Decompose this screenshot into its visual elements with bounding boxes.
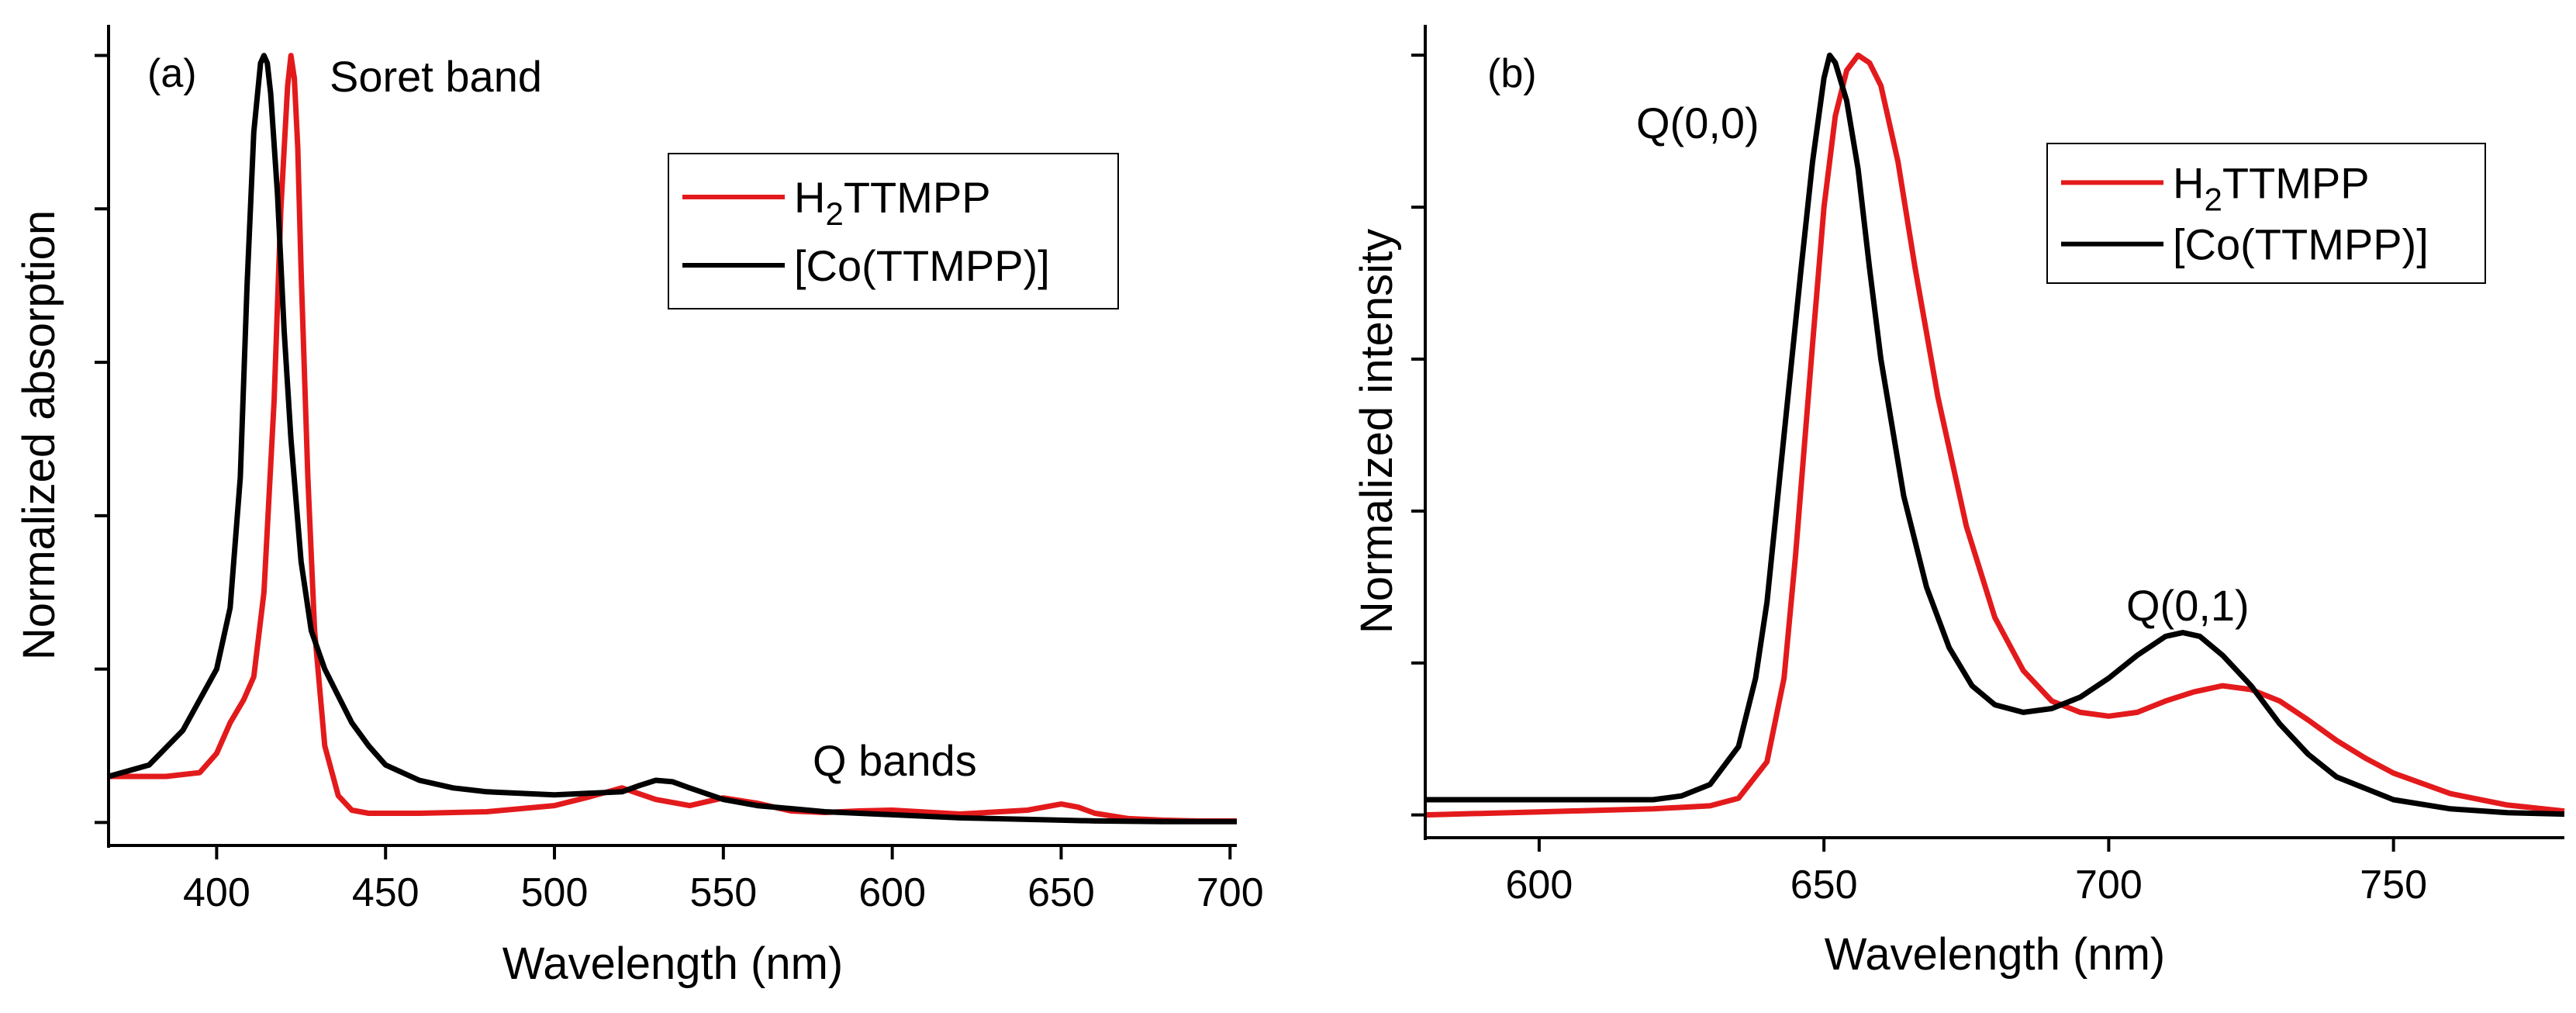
panel-a-x-tick-label-500: 500 (521, 870, 589, 915)
panel-b-emission: 600 650 700 750 (b) Wavelength (nm) Normali… (1352, 25, 2565, 980)
panel-b-x-axis-title: Wavelength (nm) (1825, 929, 2165, 980)
panel-b-x-tick-label-700: 700 (2075, 863, 2143, 908)
panel-a-legend-box (668, 153, 1119, 309)
panel-b-ticks: 600 650 700 750 (1411, 54, 2427, 908)
panel-a-x-tick-label-650: 650 (1027, 870, 1095, 915)
panel-b-label: (b) (1487, 51, 1537, 96)
panel-a-legend-label-co-ttmpp: [Co(TTMPP)] (794, 241, 1050, 290)
panel-a-series (108, 53, 1237, 825)
panel-b-x-tick-label-600: 600 (1506, 863, 1573, 908)
panel-b-legend-box (2046, 143, 2486, 284)
panel-a-legend-label-subscript: 2 (825, 195, 843, 232)
panel-a-legend-label-h2ttmpp: H2TTMPP (794, 173, 991, 232)
panel-b-legend-label-rest: TTMPP (2222, 158, 2370, 207)
panel-a-legend-label-rest: TTMPP (844, 173, 991, 222)
panel-b-legend-label-subscript: 2 (2204, 181, 2222, 217)
panel-a-x-axis-title: Wavelength (nm) (502, 939, 843, 989)
panel-b-series-line-0 (1424, 52, 2565, 818)
panel-b-legend-label-h2ttmpp: H2TTMPP (2173, 158, 2370, 217)
panel-b-x-tick-label-750: 750 (2360, 863, 2427, 908)
panel-a-absorption: 400 450 500 550 600 650 700 (a) Wavelength (nm… (14, 25, 1264, 989)
panel-a-ticks: 400 450 500 550 600 650 700 (95, 54, 1264, 915)
panel-b-y-axis-title: Normalized intensity (1352, 229, 1402, 634)
panel-a-annotation-soret-band: Soret band (330, 52, 542, 101)
panel-b-legend-label-h: H (2173, 158, 2204, 207)
panel-a-x-tick-label-550: 550 (689, 870, 757, 915)
panel-a-y-axis-title: Normalized absorption (14, 210, 64, 660)
panel-b-annotation-q00: Q(0,0) (1636, 99, 1759, 147)
panel-b-legend: H2TTMPP [Co(TTMPP)] (2046, 143, 2486, 284)
panel-a-x-tick-label-400: 400 (183, 870, 250, 915)
panel-a-axes (107, 25, 1237, 848)
panel-a-x-tick-label-450: 450 (352, 870, 420, 915)
panel-a-legend: H2TTMPP [Co(TTMPP)] (668, 153, 1119, 309)
panel-a-legend-label-h: H (794, 173, 825, 222)
panel-b-series-line-1 (1425, 52, 2565, 818)
panel-b-annotation-q01: Q(0,1) (2126, 581, 2250, 630)
panel-a-x-tick-label-600: 600 (858, 870, 926, 915)
panel-b-series (1424, 52, 2565, 818)
panel-a-annotation-q-bands: Q bands (813, 736, 977, 785)
panel-a-label: (a) (147, 51, 197, 96)
panel-a-series-line-1 (108, 53, 1237, 825)
panel-a-x-tick-label-700: 700 (1196, 870, 1264, 915)
panel-a-series-line-0 (109, 53, 1237, 824)
panel-b-axes (1424, 25, 2564, 840)
panel-b-legend-label-co-ttmpp: [Co(TTMPP)] (2173, 220, 2429, 269)
panel-b-x-tick-label-650: 650 (1790, 863, 1858, 908)
